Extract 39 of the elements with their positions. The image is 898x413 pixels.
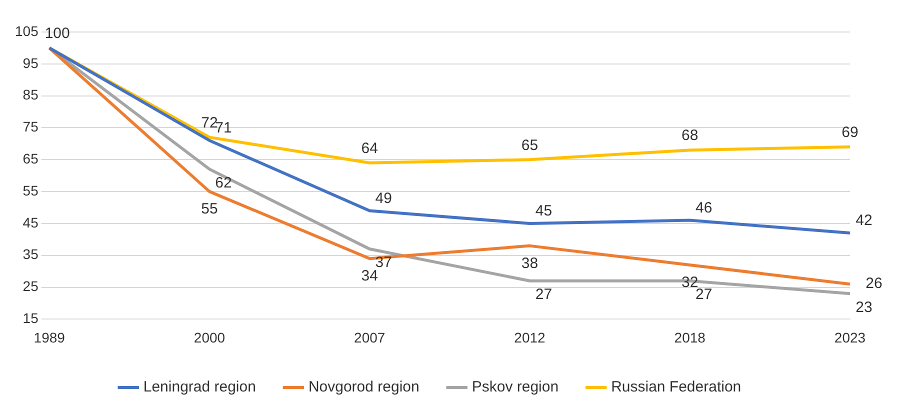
data-label: 64 [361, 140, 378, 157]
data-label: 23 [856, 298, 872, 316]
data-label: 49 [375, 190, 392, 207]
data-label: 62 [215, 174, 232, 192]
y-tick-label: 95 [22, 54, 39, 71]
y-tick-label: 75 [22, 118, 39, 135]
y-tick-label: 45 [22, 214, 39, 230]
legend-label: Russian Federation [611, 378, 742, 396]
data-label: 45 [535, 202, 552, 220]
y-tick-label: 25 [22, 278, 39, 294]
data-label: 38 [521, 254, 538, 272]
data-label: 55 [201, 200, 218, 218]
legend-label: Pskov region [472, 378, 559, 396]
x-tick-label: 1989 [34, 329, 66, 346]
data-label: 42 [856, 212, 872, 230]
x-tick-label: 2007 [354, 329, 386, 346]
data-label: 100 [44, 25, 70, 42]
y-tick-label: 55 [22, 182, 39, 198]
data-label: 27 [696, 286, 712, 304]
data-label: 72 [201, 114, 218, 132]
data-label: 68 [682, 127, 698, 144]
data-label: 65 [521, 136, 538, 154]
y-tick-label: 85 [22, 86, 39, 103]
y-tick-label: 105 [15, 22, 39, 39]
data-label: 26 [866, 275, 882, 292]
x-tick-label: 2023 [834, 329, 866, 346]
x-tick-label: 2012 [514, 329, 546, 346]
y-tick-label: 15 [22, 310, 39, 326]
x-tick-label: 2000 [194, 329, 226, 346]
legend-label: Leningrad region [143, 378, 256, 396]
data-label: 46 [696, 199, 712, 216]
data-label: 34 [361, 268, 378, 285]
y-tick-label: 65 [22, 150, 39, 167]
data-label: 69 [842, 124, 858, 142]
data-label: 27 [535, 286, 552, 304]
data-label: 37 [375, 254, 392, 272]
legend-label: Novgorod region [308, 378, 420, 396]
y-tick-label: 35 [22, 246, 39, 262]
x-tick-label: 2018 [674, 329, 706, 346]
